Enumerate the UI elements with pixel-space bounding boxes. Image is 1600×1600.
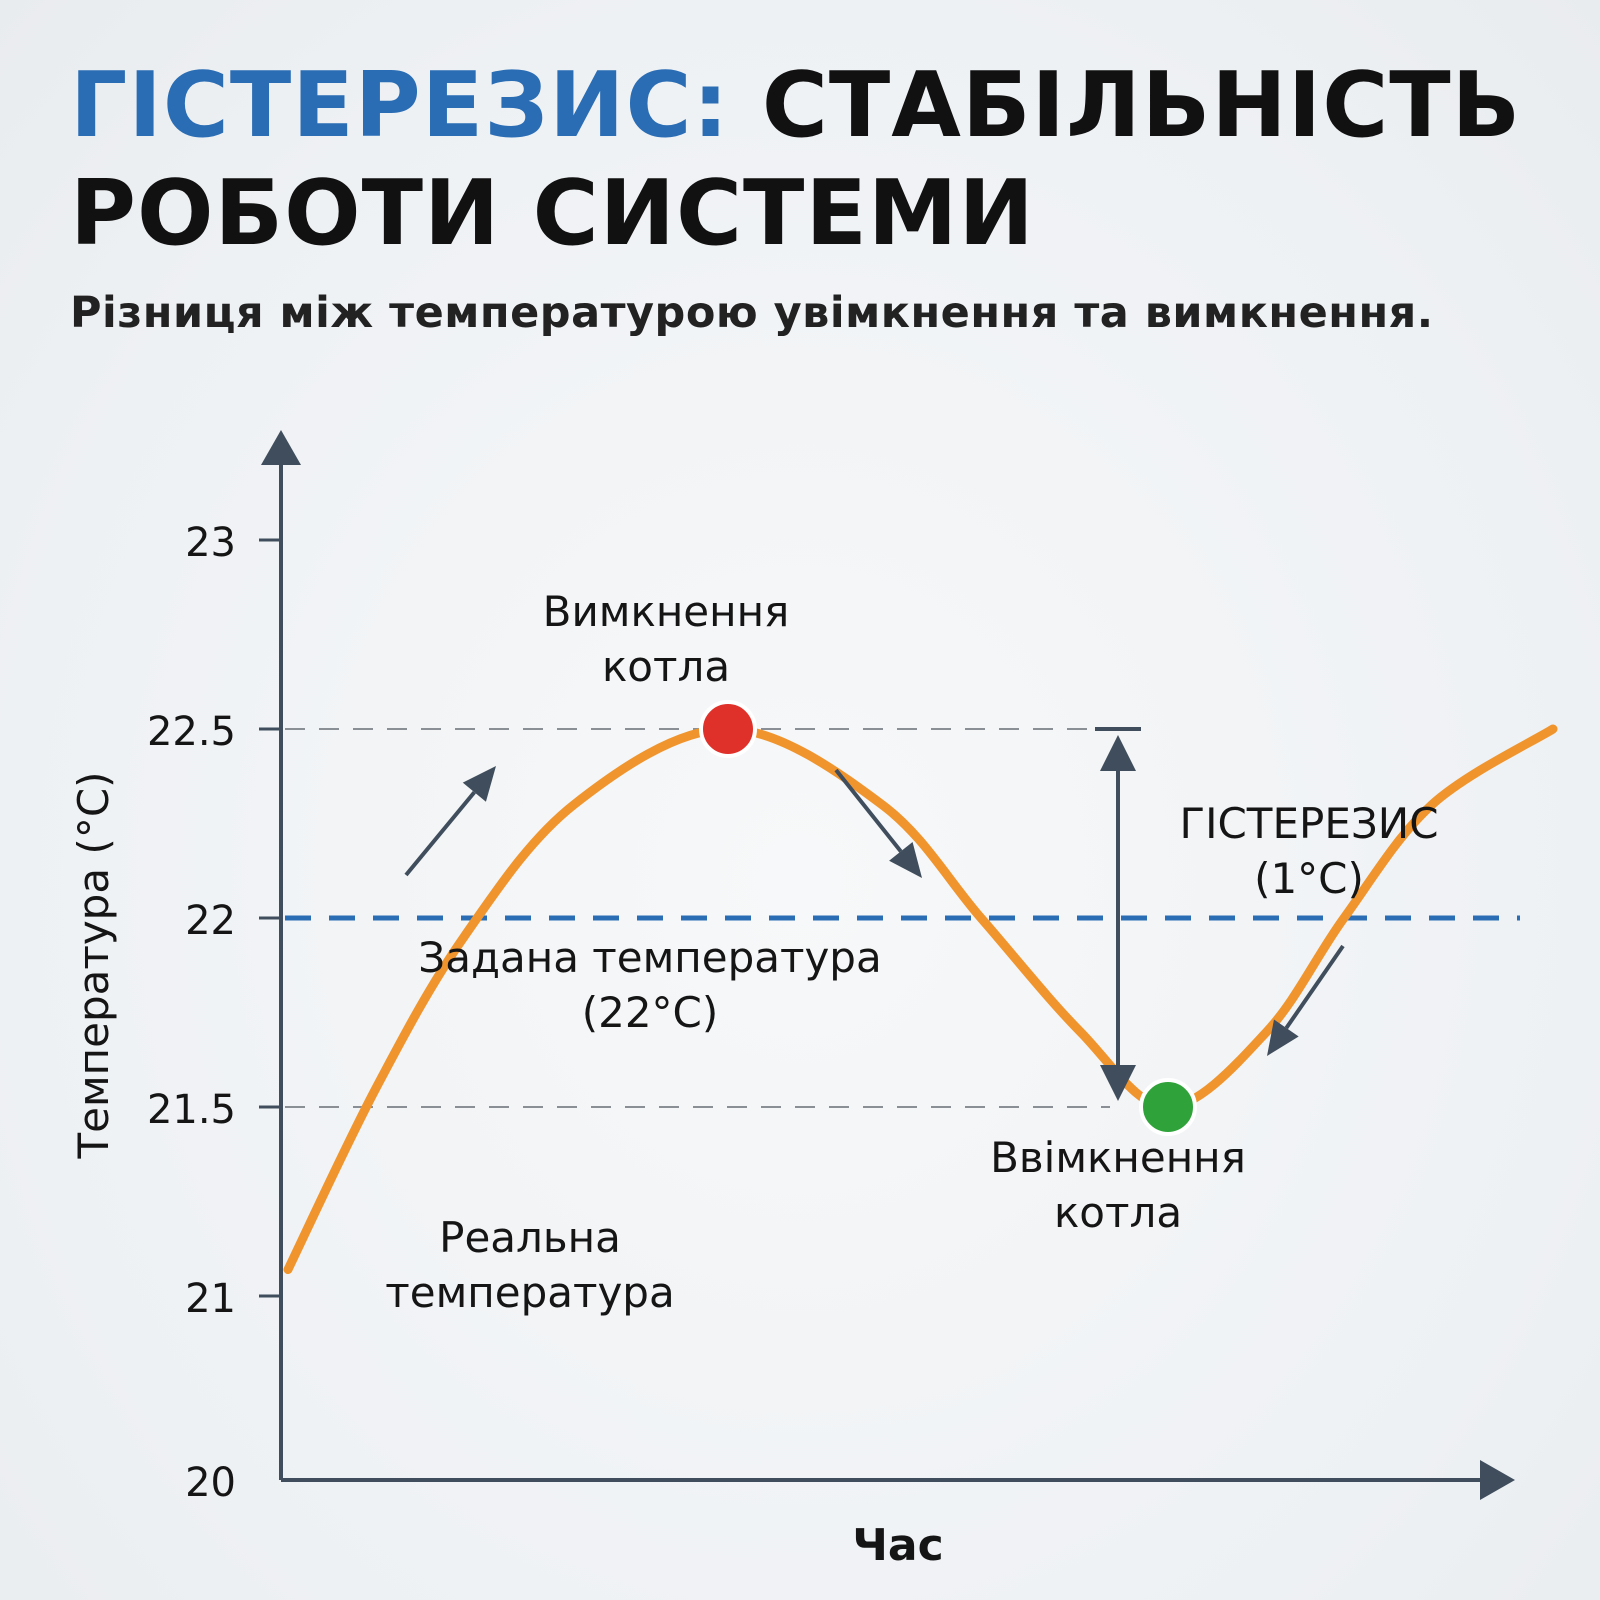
boiler-on-label-line-1: Ввімкнення (990, 1133, 1246, 1182)
x-axis-label: Час (852, 1520, 943, 1571)
title-accent: ГІСТЕРЕЗИС: (70, 53, 730, 158)
y-tick-label: 21 (185, 1276, 236, 1322)
markers-layer (699, 700, 1197, 1136)
page-title: ГІСТЕРЕЗИС: СТАБІЛЬНІСТЬ РОБОТИ СИСТЕМИ (70, 52, 1550, 268)
temperature-curve (283, 724, 1558, 1275)
setpoint-label-line-1: Задана температура (418, 933, 881, 982)
hysteresis-arrowhead-up (1100, 735, 1136, 771)
y-tick-label: 22 (185, 898, 236, 944)
y-axis-arrowhead (261, 430, 301, 465)
trend-arrow-falling-shaft (834, 768, 903, 853)
boiler-off-label-line-1: Вимкнення (543, 587, 790, 636)
axes-layer: 20 21 21.5 22 22.5 23 Температура (°C) Час (69, 430, 1515, 1571)
boiler-on-label-line-2: котла (1054, 1188, 1182, 1237)
setpoint-label-line-2: (22°C) (582, 988, 719, 1037)
title-rest: СТАБІЛЬНІСТЬ РОБОТИ СИСТЕМИ (70, 53, 1522, 266)
y-tick-label: 20 (185, 1460, 236, 1506)
x-axis-arrowhead (1480, 1460, 1515, 1500)
trend-arrow-rising-head (462, 766, 496, 802)
trend-arrow-right-head (1267, 1019, 1299, 1056)
boiler-off-marker (699, 700, 757, 758)
hysteresis-label-line-1: ГІСТЕРЕЗИС (1179, 799, 1438, 848)
hysteresis-arrowhead-down (1100, 1065, 1136, 1101)
y-axis-label: Температура (°C) (69, 771, 118, 1159)
y-tick-label: 22.5 (147, 709, 236, 755)
hysteresis-label-line-2: (1°C) (1254, 854, 1364, 903)
labels-layer: Вимкнення котла Ввімкнення котла Задана темп… (385, 587, 1438, 1317)
page-subtitle: Різниця між температурою увімкнення та в… (70, 288, 1434, 338)
actual-temperature-label-line-1: Реальна (439, 1213, 621, 1262)
trend-arrows-layer (404, 727, 1345, 1101)
boiler-on-marker (1139, 1078, 1197, 1136)
y-tick-label: 23 (185, 520, 236, 566)
trend-arrow-falling-head (889, 842, 922, 878)
curve-layer (283, 724, 1558, 1275)
trend-arrow-right-shaft (1284, 944, 1345, 1030)
y-tick-label: 21.5 (147, 1087, 236, 1133)
trend-arrow-rising-shaft (404, 790, 476, 877)
actual-temperature-label-line-2: температура (385, 1268, 674, 1317)
boiler-off-label-line-2: котла (602, 642, 730, 691)
